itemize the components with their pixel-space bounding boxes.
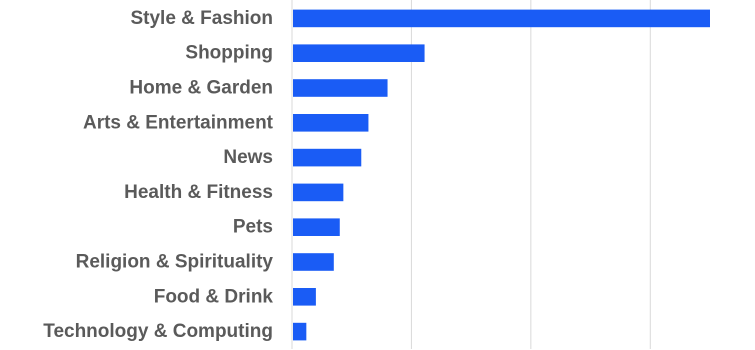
category-label: News bbox=[223, 147, 273, 168]
category-labels: Style & Fashion Shopping Home & Garden Arts… bbox=[43, 8, 273, 342]
bar bbox=[293, 9, 710, 28]
category-label: Style & Fashion bbox=[130, 8, 273, 29]
bar bbox=[293, 114, 369, 132]
bars bbox=[293, 9, 710, 341]
category-label: Food & Drink bbox=[154, 286, 274, 307]
bar bbox=[293, 79, 388, 97]
bar bbox=[293, 148, 362, 167]
category-label: Arts & Entertainment bbox=[83, 112, 274, 133]
bar bbox=[293, 288, 316, 306]
bar bbox=[293, 44, 425, 62]
bar bbox=[293, 322, 307, 341]
category-label: Health & Fitness bbox=[124, 182, 273, 203]
category-label: Home & Garden bbox=[129, 78, 273, 99]
category-label: Shopping bbox=[185, 43, 273, 64]
bar bbox=[293, 218, 340, 236]
category-label: Pets bbox=[233, 217, 273, 238]
bar bbox=[293, 253, 334, 271]
category-label: Religion & Spirituality bbox=[76, 252, 274, 273]
category-label: Technology & Computing bbox=[43, 321, 273, 342]
bar bbox=[293, 183, 344, 202]
